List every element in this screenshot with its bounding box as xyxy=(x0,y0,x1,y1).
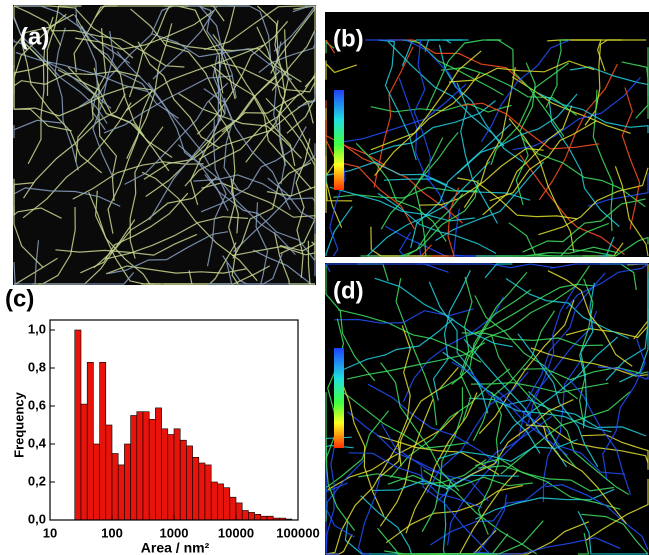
x-tick-label: 10 xyxy=(43,525,57,540)
colorbar xyxy=(334,90,344,190)
bar xyxy=(100,362,106,520)
bar xyxy=(193,457,199,520)
bar xyxy=(174,429,180,520)
bar xyxy=(205,465,211,520)
y-axis-label: Frequency xyxy=(11,391,26,458)
x-tick-label: 10000 xyxy=(218,525,254,540)
bar xyxy=(87,362,93,520)
y-tick-label: 0,0 xyxy=(28,511,46,526)
panel-label: (a) xyxy=(20,23,49,50)
bar xyxy=(131,416,137,521)
x-axis-label: Area / nm² xyxy=(141,540,210,555)
bar xyxy=(236,503,242,520)
bar xyxy=(93,444,99,520)
bar xyxy=(211,482,217,520)
y-tick-label: 1,0 xyxy=(28,321,46,336)
bar xyxy=(186,446,192,520)
bar xyxy=(230,497,236,520)
bar xyxy=(149,419,155,520)
bar xyxy=(75,330,81,520)
panel-label: (b) xyxy=(333,25,364,52)
colorbar xyxy=(334,348,344,448)
bar xyxy=(155,408,161,520)
bar xyxy=(143,412,149,520)
bar xyxy=(224,488,230,520)
y-tick-label: 0,2 xyxy=(28,473,46,488)
y-tick-label: 0,6 xyxy=(28,397,46,412)
bar xyxy=(242,511,248,521)
y-tick-label: 0,8 xyxy=(28,359,46,374)
panel-a-image xyxy=(13,5,316,285)
x-tick-label: 1000 xyxy=(160,525,189,540)
bar xyxy=(124,444,130,520)
panel-label: (d) xyxy=(333,277,364,304)
bar xyxy=(118,465,124,520)
bar xyxy=(81,404,87,520)
bar xyxy=(255,514,261,520)
panel-label: (c) xyxy=(5,285,34,312)
x-tick-label: 100 xyxy=(101,525,123,540)
bar xyxy=(248,512,254,520)
bar xyxy=(162,429,168,520)
bar xyxy=(168,435,174,521)
figure: (a) (b) (d) (c) Frequency Area / nm² 0,0… xyxy=(0,0,649,555)
bar xyxy=(106,425,112,520)
bar xyxy=(180,440,186,520)
x-tick-label: 100000 xyxy=(276,525,319,540)
bar xyxy=(137,412,143,520)
bar xyxy=(199,463,205,520)
bar xyxy=(217,484,223,520)
bar xyxy=(112,454,118,521)
y-tick-label: 0,4 xyxy=(28,435,47,450)
